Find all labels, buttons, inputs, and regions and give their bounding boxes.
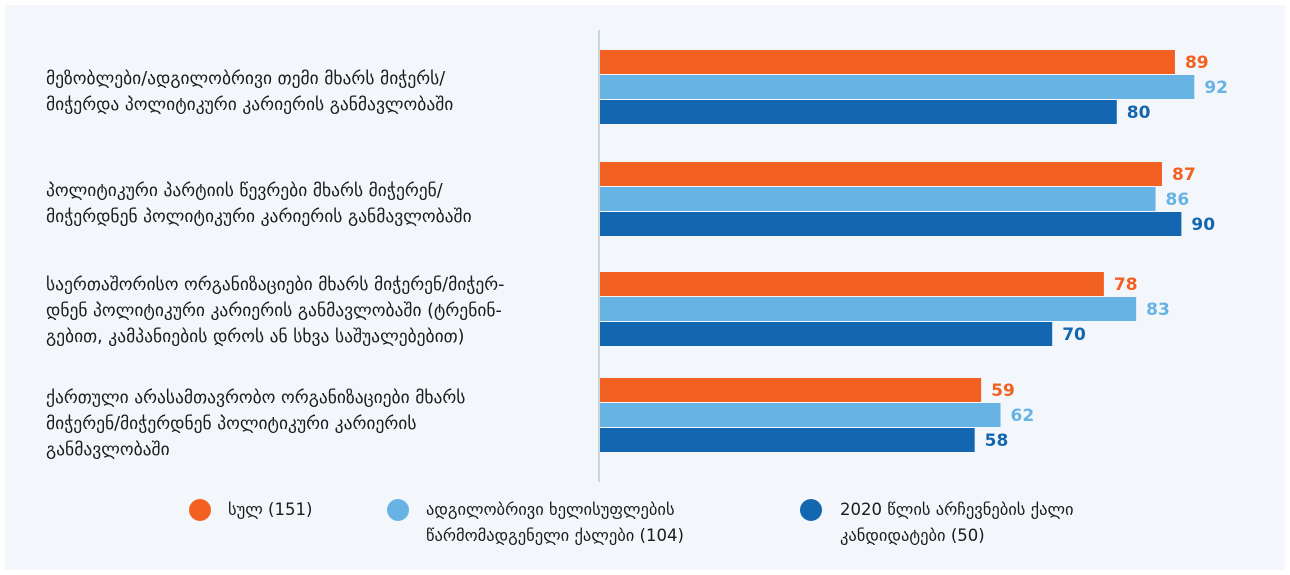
category-label: მეზობლები/ადგილობრივი თემი მხარს მიჭერს/… [46, 69, 454, 115]
legend-label: სულ (151) [228, 500, 313, 519]
bar [600, 212, 1182, 236]
legend-marker [800, 499, 822, 521]
bar [600, 403, 1001, 427]
data-label: 83 [1146, 300, 1170, 320]
bar [600, 428, 975, 452]
data-label: 58 [985, 431, 1009, 451]
legend-label: ადგილობრივი ხელისუფლების წარმომადგენელი … [426, 500, 684, 545]
data-label: 80 [1127, 103, 1151, 123]
legend-marker [189, 499, 211, 521]
bar [600, 272, 1104, 296]
data-label: 86 [1166, 190, 1190, 210]
bar [600, 378, 982, 402]
data-label: 70 [1062, 325, 1086, 345]
bar [600, 162, 1163, 186]
data-label: 59 [991, 381, 1015, 401]
bar [600, 75, 1195, 99]
bar [600, 322, 1053, 346]
legend-marker [387, 499, 409, 521]
data-label: 78 [1114, 275, 1138, 295]
category-label: ქართული არასამთავრობო ორგანიზაციები მხარ… [46, 388, 466, 460]
bar [600, 50, 1175, 74]
data-label: 62 [1011, 406, 1035, 426]
data-label: 92 [1204, 78, 1228, 98]
data-label: 87 [1172, 165, 1196, 185]
bar [600, 100, 1117, 124]
category-label: საერთაშორისო ორგანიზაციები მხარს მიჭერენ… [46, 275, 505, 347]
category-label: პოლიტიკური პარტიის წევრები მხარს მიჭერენ… [46, 181, 472, 227]
legend-label: 2020 წლის არჩევნების ქალი კანდიდატები (5… [840, 500, 1074, 545]
bar [600, 297, 1137, 321]
bar [600, 187, 1156, 211]
data-label: 89 [1185, 53, 1209, 73]
data-label: 90 [1191, 215, 1215, 235]
